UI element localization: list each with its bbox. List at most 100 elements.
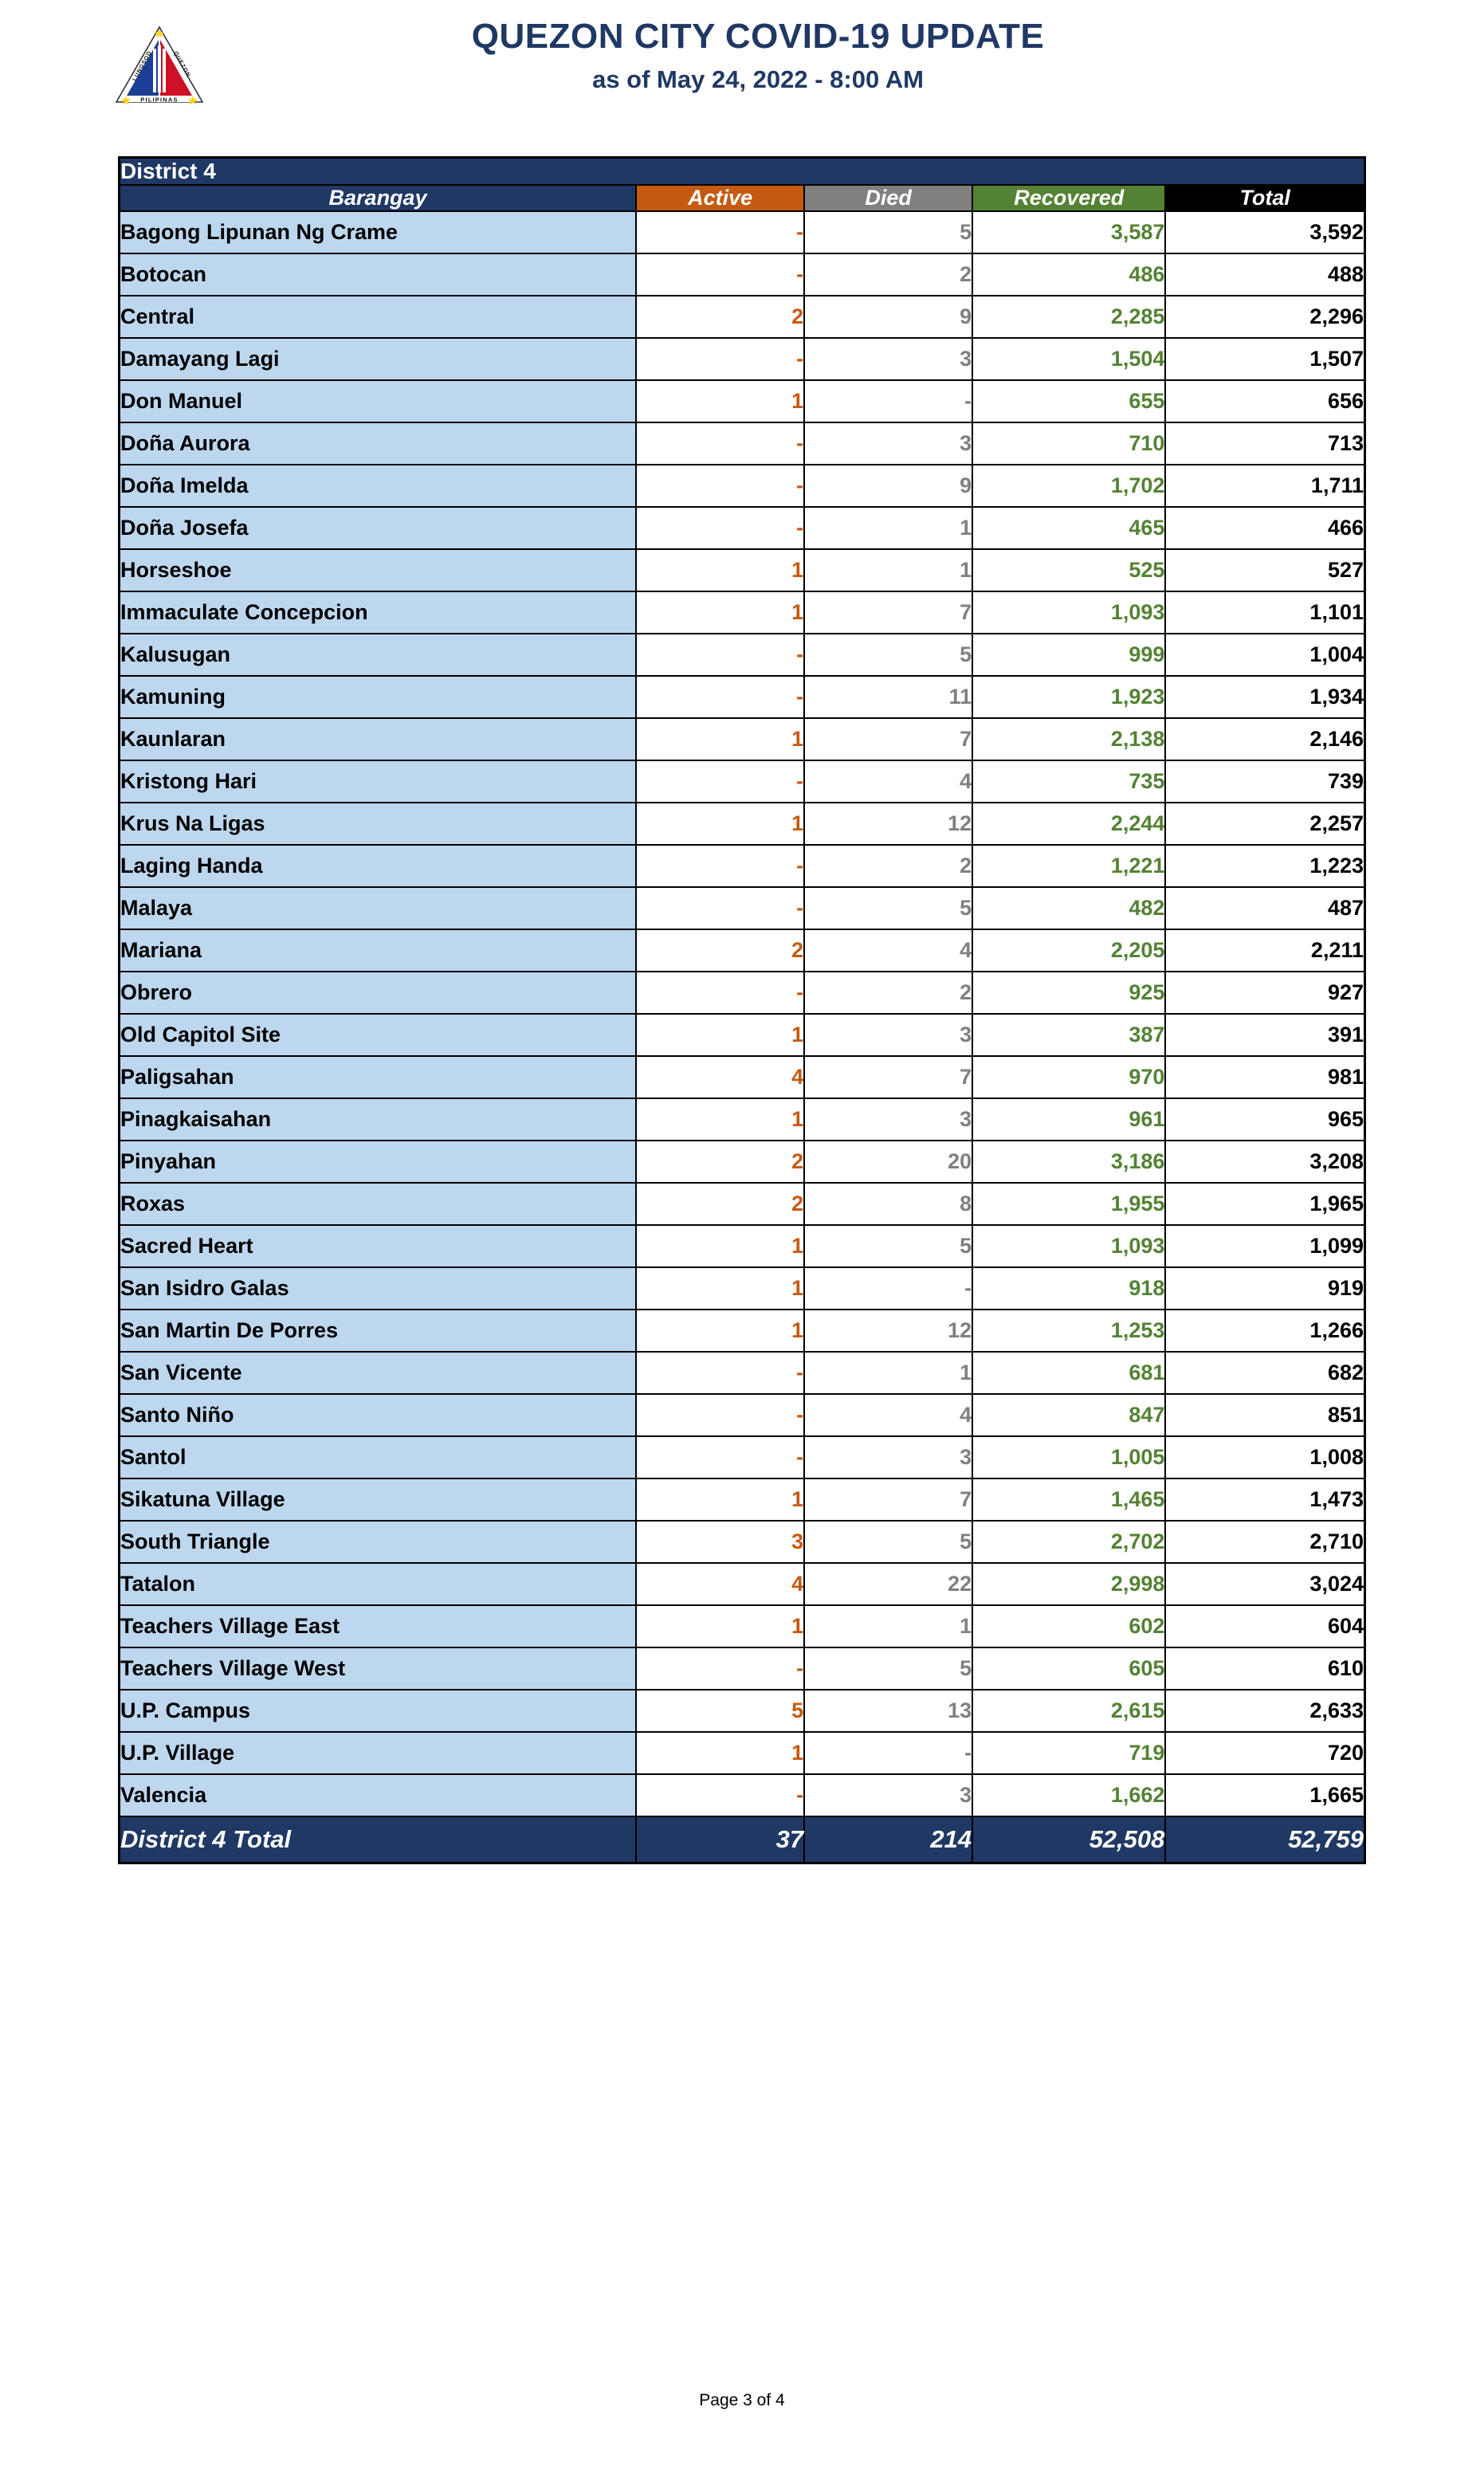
row-barangay-name: Central: [118, 295, 638, 339]
row-died-value: 1: [803, 1604, 974, 1648]
district-total-row: District 4 Total 37 214 52,508 52,759: [118, 1816, 1366, 1863]
row-died-value: 1: [803, 506, 974, 550]
table-row: Paligsahan 4 7 970 981: [118, 1055, 1366, 1099]
row-total-value: 3,208: [1164, 1140, 1366, 1184]
row-died-value: 2: [803, 844, 974, 888]
table-row: Old Capitol Site 1 3 387 391: [118, 1013, 1366, 1057]
row-active-value: -: [635, 886, 806, 930]
table-row: Kalusugan -5 999 1,004: [118, 633, 1366, 677]
row-barangay-name: Immaculate Concepcion: [118, 591, 638, 634]
district-label: District 4: [118, 156, 1366, 186]
row-died-value: 1: [803, 548, 974, 592]
table-row: Doña Imelda -9 1,702 1,711: [118, 464, 1366, 508]
row-recovered-value: 2,702: [972, 1520, 1167, 1564]
row-died-value: 5: [803, 210, 974, 254]
row-recovered-value: 1,662: [972, 1773, 1167, 1817]
table-row: Mariana 2 4 2,205 2,211: [118, 929, 1366, 972]
row-barangay-name: Sikatuna Village: [118, 1478, 638, 1522]
row-died-value: 13: [803, 1689, 974, 1733]
page-subtitle: as of May 24, 2022 - 8:00 AM: [592, 65, 924, 94]
row-total-value: 2,633: [1164, 1689, 1366, 1733]
row-died-value: 3: [803, 1773, 974, 1817]
row-total-value: 981: [1164, 1055, 1366, 1099]
table-row: Kaunlaran 1 7 2,138 2,146: [118, 717, 1366, 761]
row-total-value: 391: [1164, 1013, 1366, 1057]
row-total-value: 1,665: [1164, 1773, 1366, 1817]
row-barangay-name: Sacred Heart: [118, 1224, 638, 1268]
table-row: U.P. Campus 5 13 2,615 2,633: [118, 1689, 1366, 1733]
row-total-value: 851: [1164, 1393, 1366, 1437]
row-total-value: 1,223: [1164, 844, 1366, 888]
row-active-value: -: [635, 253, 806, 296]
quezon-city-seal-icon: PILIPINAS LUNGSOD QUEZON: [112, 22, 207, 110]
row-recovered-value: 710: [972, 422, 1167, 465]
row-died-value: -: [803, 1731, 974, 1775]
table-row: Immaculate Concepcion 1 7 1,093 1,101: [118, 591, 1366, 634]
table-row: Pinyahan 2 20 3,186 3,208: [118, 1140, 1366, 1184]
row-active-value: 1: [635, 1604, 806, 1648]
column-header-barangay: Barangay: [118, 184, 638, 212]
row-total-value: 1,507: [1164, 337, 1366, 381]
row-recovered-value: 719: [972, 1731, 1167, 1775]
row-active-value: -: [635, 1351, 806, 1395]
row-died-value: 22: [803, 1562, 974, 1606]
page-title: QUEZON CITY COVID-19 UPDATE: [471, 17, 1045, 56]
row-died-value: 20: [803, 1140, 974, 1184]
row-recovered-value: 1,221: [972, 844, 1167, 888]
row-recovered-value: 2,244: [972, 802, 1167, 846]
row-recovered-value: 2,205: [972, 929, 1167, 972]
row-recovered-value: 1,504: [972, 337, 1167, 381]
row-barangay-name: Teachers Village East: [118, 1604, 638, 1648]
row-died-value: -: [803, 1266, 974, 1310]
row-barangay-name: Pinyahan: [118, 1140, 638, 1184]
row-active-value: -: [635, 422, 806, 465]
row-barangay-name: Old Capitol Site: [118, 1013, 638, 1057]
row-died-value: 7: [803, 591, 974, 634]
column-header-row: Barangay Active Died Recovered Total: [118, 184, 1366, 212]
row-died-value: 3: [803, 337, 974, 381]
row-active-value: 1: [635, 1731, 806, 1775]
row-recovered-value: 1,923: [972, 675, 1167, 719]
table-row: Laging Handa -2 1,221 1,223: [118, 844, 1366, 888]
row-total-value: 527: [1164, 548, 1366, 592]
row-barangay-name: Bagong Lipunan Ng Crame: [118, 210, 638, 254]
row-active-value: 5: [635, 1689, 806, 1733]
row-active-value: 4: [635, 1562, 806, 1606]
row-total-value: 919: [1164, 1266, 1366, 1310]
row-recovered-value: 387: [972, 1013, 1167, 1057]
table-row: Sacred Heart 1 5 1,093 1,099: [118, 1224, 1366, 1268]
row-recovered-value: 2,138: [972, 717, 1167, 761]
row-active-value: -: [635, 971, 806, 1015]
row-active-value: 2: [635, 1140, 806, 1184]
table-row: Teachers Village East 1 1 602 604: [118, 1604, 1366, 1648]
row-total-value: 1,004: [1164, 633, 1366, 677]
row-active-value: -: [635, 760, 806, 803]
row-barangay-name: Mariana: [118, 929, 638, 972]
row-active-value: -: [635, 844, 806, 888]
row-active-value: -: [635, 210, 806, 254]
row-total-value: 1,266: [1164, 1309, 1366, 1353]
table-row: South Triangle 3 5 2,702 2,710: [118, 1520, 1366, 1564]
table-body: Bagong Lipunan Ng Crame -5 3,587 3,592 Botoc…: [118, 210, 1366, 1817]
row-barangay-name: Kaunlaran: [118, 717, 638, 761]
row-active-value: -: [635, 675, 806, 719]
row-total-value: 927: [1164, 971, 1366, 1015]
row-barangay-name: Doña Aurora: [118, 422, 638, 465]
row-recovered-value: 1,093: [972, 591, 1167, 634]
table-row: San Martin De Porres 1 12 1,253 1,266: [118, 1309, 1366, 1353]
row-total-value: 656: [1164, 379, 1366, 423]
row-recovered-value: 970: [972, 1055, 1167, 1099]
table-row: Doña Aurora -3 710 713: [118, 422, 1366, 465]
row-active-value: -: [635, 464, 806, 508]
row-barangay-name: Horseshoe: [118, 548, 638, 592]
row-total-value: 1,008: [1164, 1435, 1366, 1479]
table-row: Teachers Village West -5 605 610: [118, 1647, 1366, 1690]
row-active-value: 1: [635, 1098, 806, 1141]
row-died-value: 12: [803, 1309, 974, 1353]
row-active-value: -: [635, 1647, 806, 1690]
row-recovered-value: 918: [972, 1266, 1167, 1310]
row-barangay-name: Damayang Lagi: [118, 337, 638, 381]
row-active-value: 3: [635, 1520, 806, 1564]
page-footer: Page 3 of 4: [0, 2391, 1484, 2410]
total-label: District 4 Total: [118, 1816, 638, 1863]
